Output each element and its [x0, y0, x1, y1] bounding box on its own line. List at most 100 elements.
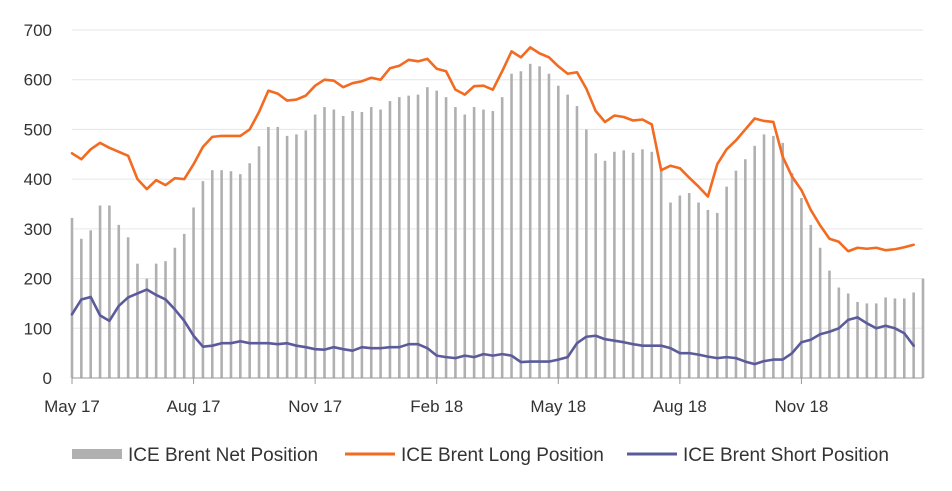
y-tick-label: 300	[24, 220, 52, 239]
net-position-bar	[772, 135, 775, 378]
net-position-bar	[117, 224, 121, 378]
net-position-bar	[846, 293, 850, 378]
net-position-bar	[379, 109, 382, 379]
net-position-bar	[510, 73, 513, 379]
net-position-bar	[229, 171, 233, 378]
net-position-bar	[295, 134, 298, 378]
net-position-bar	[641, 149, 644, 378]
net-position-bar	[631, 152, 635, 378]
net-position-bar	[248, 163, 251, 378]
net-position-bar	[790, 173, 794, 378]
net-position-bar	[566, 94, 569, 378]
net-position-bar	[407, 95, 410, 378]
net-position-bar	[687, 193, 691, 378]
net-position-bar	[678, 195, 682, 378]
net-position-bar	[828, 270, 831, 378]
net-position-bar	[547, 73, 551, 379]
short-position-line	[70, 288, 915, 366]
x-tick-label: Aug 18	[653, 397, 707, 416]
net-position-bar	[89, 230, 93, 378]
net-position-bar	[70, 217, 74, 378]
y-tick-label: 100	[24, 319, 52, 338]
net-position-bar	[257, 146, 261, 378]
net-position-bar	[80, 238, 83, 378]
net-position-bar	[856, 301, 859, 378]
net-position-bar	[706, 209, 710, 378]
net-position-bar	[154, 263, 158, 378]
net-position-bar	[781, 142, 785, 378]
net-position-bar	[538, 66, 541, 378]
y-tick-label: 600	[24, 71, 52, 90]
net-position-bar	[463, 114, 467, 378]
net-position-bar	[874, 303, 878, 378]
net-position-bar	[173, 247, 177, 378]
net-position-bar	[753, 145, 756, 378]
net-position-bar	[416, 94, 420, 378]
net-position-bar	[444, 97, 448, 378]
net-position-bar	[341, 116, 345, 379]
net-position-bar	[388, 101, 392, 378]
net-position-bar	[332, 109, 336, 379]
net-position-bar	[285, 135, 289, 378]
net-position-bar	[491, 111, 495, 378]
net-position-bar	[220, 170, 223, 378]
position-lines	[70, 46, 915, 366]
net-position-bar	[800, 198, 803, 378]
net-position-bar	[98, 205, 102, 378]
net-position-bar	[210, 170, 214, 378]
net-position-bar	[902, 298, 906, 378]
net-position-bar	[276, 126, 280, 378]
net-position-bar	[818, 247, 822, 378]
net-position-bar	[921, 278, 925, 378]
x-tick-label: Nov 18	[774, 397, 828, 416]
net-position-bar	[201, 181, 205, 378]
net-position-bar	[734, 170, 738, 378]
y-tick-label: 400	[24, 170, 52, 189]
net-position-bar	[865, 303, 869, 378]
net-position-bar	[323, 107, 326, 379]
x-axis: May 17 Aug 17 Nov 17 Feb 18 May 18 Aug 18 Nov …	[44, 377, 923, 416]
x-tick-label: Feb 18	[410, 397, 463, 416]
y-tick-label: 700	[24, 21, 52, 40]
y-axis-labels: 0 100 200 300 400 500 600 700	[24, 21, 52, 388]
net-position-bar	[669, 202, 672, 378]
net-position-bar	[398, 97, 401, 378]
net-position-bar	[267, 126, 270, 378]
net-position-bar	[893, 298, 897, 378]
net-position-bar	[884, 297, 887, 378]
net-position-bar	[912, 292, 915, 378]
net-position-bar	[650, 151, 654, 378]
net-position-bar	[182, 233, 186, 378]
net-position-bar	[435, 90, 439, 378]
net-position-bar	[594, 153, 597, 378]
net-position-bar	[369, 107, 373, 379]
net-position-bar	[622, 150, 626, 378]
net-position-bars	[70, 63, 925, 379]
x-tick-label: Nov 17	[288, 397, 342, 416]
y-tick-label: 200	[24, 270, 52, 289]
net-position-bar	[313, 114, 317, 378]
net-position-bar	[744, 159, 747, 378]
net-position-bar	[500, 97, 504, 378]
legend-label: ICE Brent Short Position	[683, 445, 889, 466]
net-position-bar	[108, 205, 111, 378]
net-position-bar	[164, 261, 167, 378]
net-position-bar	[192, 207, 195, 378]
legend-label: ICE Brent Long Position	[401, 445, 604, 466]
net-position-bar	[762, 134, 766, 378]
y-tick-label: 500	[24, 120, 52, 139]
net-position-bar	[837, 287, 841, 378]
net-position-bar	[697, 202, 700, 378]
legend-swatch-net	[72, 449, 122, 459]
legend: ICE Brent Net Position ICE Brent Long Pos…	[72, 445, 889, 466]
net-position-bar	[519, 71, 523, 379]
net-position-bar	[715, 212, 719, 378]
net-position-bar	[472, 107, 476, 379]
net-position-bar	[585, 129, 588, 378]
y-tick-label: 0	[43, 369, 52, 388]
net-position-bar	[575, 106, 579, 378]
net-position-bar	[304, 130, 308, 378]
net-position-bar	[145, 278, 149, 378]
